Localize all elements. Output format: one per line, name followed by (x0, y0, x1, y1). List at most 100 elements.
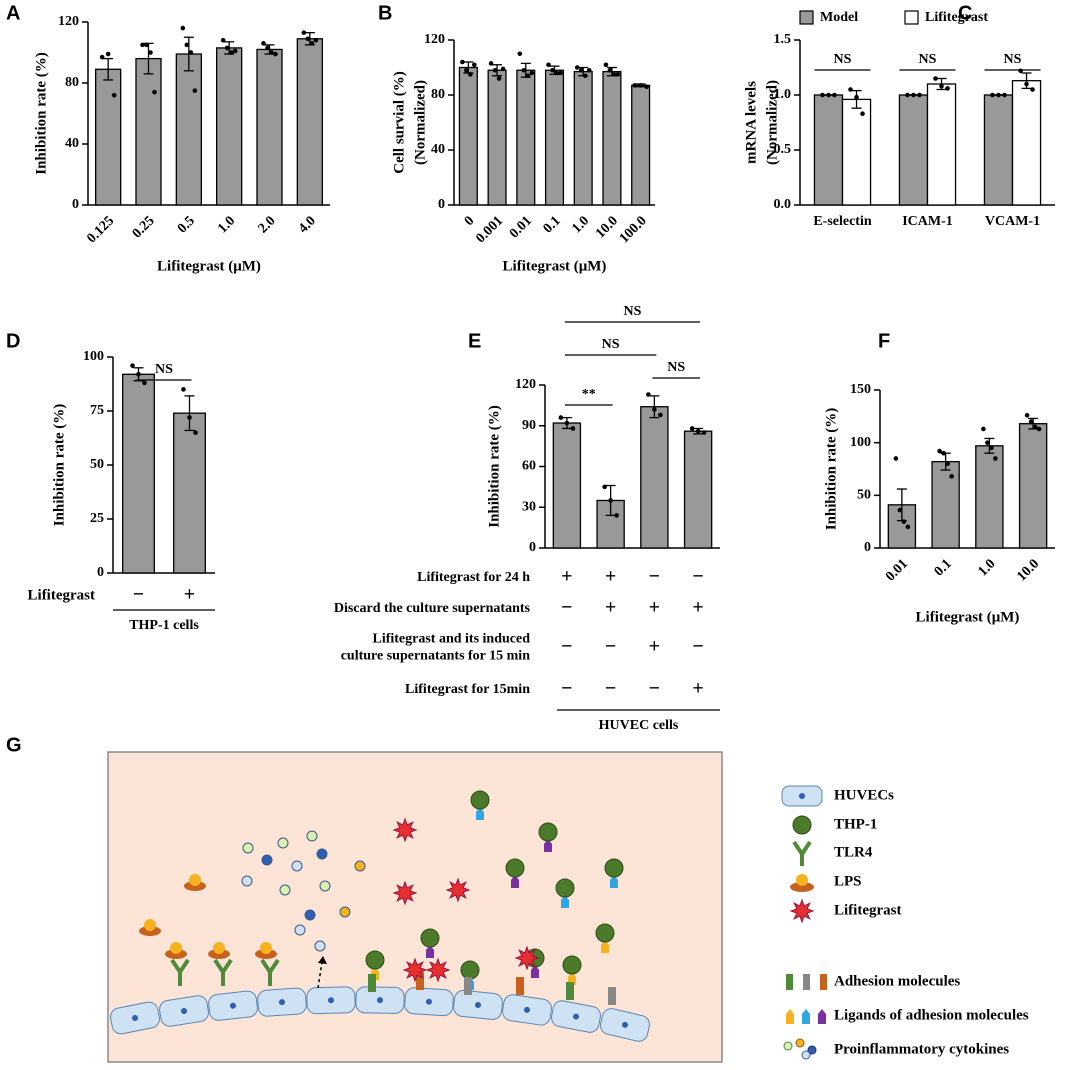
data-point (517, 51, 523, 57)
cytokine (314, 940, 326, 952)
data-point (695, 428, 701, 434)
ligand (561, 895, 569, 908)
bar (602, 70, 622, 206)
x-tick-label: 0.5 (175, 213, 198, 236)
significance-label: NS (1004, 52, 1022, 67)
y-tick-label: 40 (431, 142, 445, 157)
y-axis-label: mRNA levels (743, 81, 759, 164)
data-point (658, 412, 663, 418)
icon-cytokine (795, 1038, 805, 1048)
significance-label: NS (667, 360, 685, 375)
panel-label: G (6, 734, 22, 756)
icon-cytokine (801, 1050, 811, 1060)
bar (683, 430, 713, 549)
nucleus (573, 1013, 579, 1020)
data-point (1024, 412, 1030, 418)
secretion-arrow (317, 961, 323, 989)
bar (1011, 80, 1042, 206)
panel-label: F (878, 330, 890, 352)
data-point (130, 363, 135, 368)
data-point (981, 426, 986, 432)
data-point (644, 84, 649, 90)
data-point (570, 426, 576, 431)
thp1 (460, 960, 480, 980)
condition-mark: + (605, 597, 616, 619)
significance-label: NS (624, 304, 642, 319)
data-point (488, 61, 494, 66)
data-point (142, 380, 147, 386)
group-label: THP-1 cells (129, 618, 199, 633)
data-point (949, 474, 954, 479)
data-point (99, 54, 105, 60)
y-tick-label: 40 (65, 136, 79, 151)
data-point (897, 507, 903, 513)
significance-label: ** (582, 387, 596, 402)
y-tick-label: 150 (850, 382, 871, 397)
bar (975, 445, 1004, 549)
x-tick-label: 0 (462, 213, 478, 229)
icon-lifitegrast (789, 898, 815, 924)
data-point (945, 86, 950, 91)
bar (135, 57, 162, 206)
panel-label: D (6, 330, 20, 352)
cytokine (319, 880, 331, 892)
data-point (111, 92, 117, 98)
condition-mark: + (605, 566, 616, 588)
condition-label: culture supernatants for 15 min (341, 649, 530, 664)
ligand (601, 940, 609, 953)
data-point (945, 461, 950, 467)
data-point (854, 94, 859, 100)
x-tick-label: E-selectin (813, 214, 872, 229)
tlr4 (260, 958, 280, 986)
significance-label: NS (155, 362, 173, 377)
y-tick-label: 80 (65, 75, 79, 90)
data-point (586, 67, 592, 73)
data-point (232, 48, 238, 54)
row-label: Lifitegrast (28, 587, 95, 603)
y-tick-label: 120 (58, 14, 79, 29)
bar (296, 38, 323, 206)
adhesion-molecule (416, 972, 424, 990)
data-point (689, 426, 695, 431)
nucleus (426, 998, 432, 1005)
adhesion-molecule (464, 977, 472, 995)
cytokine (306, 830, 318, 842)
y-tick-label: 50 (90, 457, 104, 472)
data-point (1036, 426, 1042, 432)
x-tick-label: 1.0 (975, 556, 998, 579)
lps-head (260, 942, 272, 954)
x-tick-label: 10.0 (1014, 556, 1042, 584)
lifitegrast (392, 880, 418, 906)
data-point (607, 67, 613, 73)
data-point (993, 456, 998, 461)
x-tick-label: 4.0 (296, 213, 319, 236)
y-tick-label: 0 (529, 540, 536, 555)
legend-label: HUVECs (834, 787, 894, 803)
adhesion-molecule (566, 982, 574, 1000)
data-point (546, 62, 551, 68)
data-point (468, 72, 473, 77)
data-point (273, 51, 278, 57)
data-point (911, 92, 916, 98)
significance-label: NS (919, 52, 937, 67)
data-point (602, 484, 607, 490)
condition-mark: − (692, 566, 703, 588)
x-tick-label: 0.01 (883, 556, 911, 584)
x-tick-label: 10.0 (593, 213, 621, 241)
nucleus (181, 1007, 187, 1014)
bar (175, 53, 202, 206)
legend-label: TLR4 (834, 844, 873, 860)
bar (487, 69, 507, 206)
x-tick-label: 0.01 (507, 213, 535, 241)
cytokine (316, 848, 328, 860)
ligand (544, 839, 552, 852)
icon-tlr4 (792, 840, 812, 866)
y-tick-label: 1.5 (774, 32, 792, 47)
icon-lps (790, 882, 814, 892)
legend-label: Ligands of adhesion molecules (834, 1007, 1029, 1023)
y-axis-label: (Normalized) (412, 80, 428, 165)
data-point (1028, 419, 1034, 424)
condition-mark: + (561, 566, 572, 588)
arrow-head (318, 956, 327, 964)
